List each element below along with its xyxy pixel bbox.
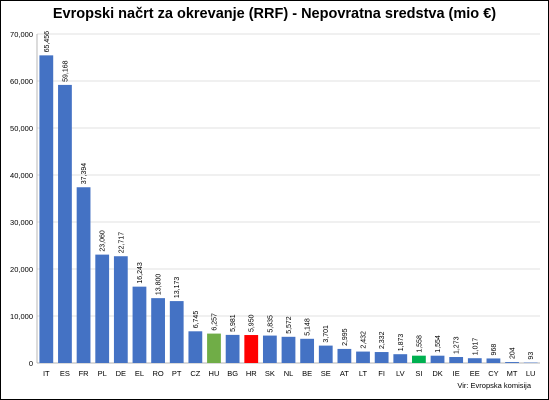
data-label: 968: [491, 344, 498, 356]
data-label: 16,243: [137, 262, 144, 284]
bar-fr: [76, 187, 91, 363]
data-label: 93: [528, 352, 535, 360]
bar-mt: [505, 362, 519, 363]
data-label: 2,432: [361, 331, 368, 349]
x-tick-label: IE: [453, 369, 460, 378]
bar-lt: [356, 351, 370, 363]
bar-el: [132, 286, 147, 363]
bar-ee: [467, 358, 482, 363]
x-tick-label: SI: [415, 369, 422, 378]
data-label: 1,558: [416, 335, 423, 353]
y-tick-label: 60,000: [10, 77, 33, 86]
x-tick-label: BG: [227, 369, 238, 378]
bar-ro: [151, 298, 165, 363]
x-tick-label: FR: [79, 369, 90, 378]
data-label: 1,017: [472, 338, 479, 356]
data-label: 3,701: [323, 325, 330, 343]
x-tick-label: LV: [396, 369, 405, 378]
y-tick-label: 30,000: [10, 218, 33, 227]
data-label: 23,060: [100, 230, 107, 252]
bar-at: [337, 348, 352, 363]
bar-cz: [188, 331, 203, 363]
x-tick-label: BE: [302, 369, 312, 378]
data-label: 59,168: [62, 60, 69, 82]
data-label: 5,950: [249, 314, 256, 332]
y-tick-label: 0: [29, 359, 33, 368]
x-tick-label: HU: [209, 369, 220, 378]
chart-source: Vir: Evropska komisija: [457, 381, 531, 390]
bar-ie: [449, 357, 464, 363]
x-tick-label: AT: [340, 369, 349, 378]
bar-es: [58, 84, 72, 363]
bar-bg: [225, 334, 240, 363]
x-tick-label: EL: [135, 369, 144, 378]
bar-hr: [244, 335, 259, 363]
x-tick-label: IT: [43, 369, 50, 378]
x-tick-label: PT: [172, 369, 182, 378]
bar-sk: [262, 335, 277, 363]
x-tick-label: RO: [152, 369, 163, 378]
bar-dk: [430, 355, 445, 363]
data-label: 5,981: [230, 314, 237, 332]
bar-pl: [95, 254, 110, 363]
x-tick-label: NL: [284, 369, 294, 378]
bar-nl: [281, 336, 296, 363]
data-label: 5,572: [286, 316, 293, 334]
x-tick-label: SK: [265, 369, 275, 378]
data-label: 13,173: [174, 277, 181, 299]
data-label: 1,554: [435, 335, 442, 353]
y-tick-label: 50,000: [10, 124, 33, 133]
x-tick-label: HR: [246, 369, 257, 378]
data-label: 1,873: [398, 334, 405, 352]
data-label: 1,273: [454, 336, 461, 354]
y-tick-label: 10,000: [10, 312, 33, 321]
x-tick-label: PL: [98, 369, 107, 378]
data-label: 2,332: [379, 331, 386, 349]
x-tick-label: DK: [432, 369, 442, 378]
x-tick-label: LU: [526, 369, 536, 378]
y-tick-label: 20,000: [10, 265, 33, 274]
y-tick-label: 40,000: [10, 171, 33, 180]
data-label: 37,394: [81, 163, 88, 185]
bar-lv: [393, 354, 408, 363]
y-tick-label: 70,000: [10, 30, 33, 39]
data-label: 13,800: [156, 274, 163, 296]
bar-si: [412, 355, 426, 363]
bar-be: [300, 338, 315, 363]
x-tick-label: SE: [321, 369, 331, 378]
bar-se: [318, 345, 333, 363]
x-tick-label: MT: [507, 369, 518, 378]
data-label: 22,717: [118, 232, 125, 254]
data-label: 5,148: [305, 318, 312, 336]
bar-de: [113, 256, 128, 363]
chart-title: Evropski načrt za okrevanje (RRF) - Nepo…: [52, 6, 497, 22]
data-label: 204: [510, 347, 517, 359]
bar-pt: [169, 301, 184, 363]
x-tick-label: EE: [470, 369, 480, 378]
bar-fi: [374, 352, 389, 363]
x-tick-label: LT: [359, 369, 368, 378]
x-tick-label: CZ: [190, 369, 200, 378]
bar-cy: [486, 358, 501, 363]
x-tick-label: FI: [378, 369, 385, 378]
bar-it: [39, 55, 54, 363]
x-tick-label: CY: [488, 369, 498, 378]
data-label: 6,745: [193, 311, 200, 329]
x-tick-label: DE: [116, 369, 126, 378]
data-label: 5,835: [267, 315, 274, 333]
data-label: 2,995: [342, 328, 349, 346]
data-label: 65,456: [44, 31, 51, 53]
x-tick-label: ES: [60, 369, 70, 378]
data-label: 6,257: [211, 313, 218, 331]
bar-hu: [207, 333, 221, 363]
